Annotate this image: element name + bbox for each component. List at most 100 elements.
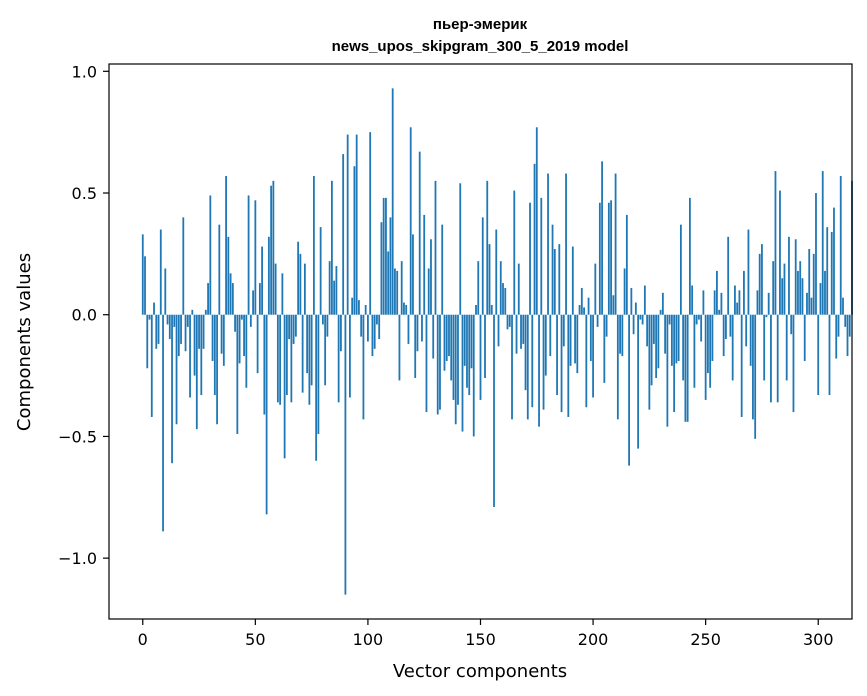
- bar: [835, 314, 838, 359]
- bar: [729, 314, 732, 337]
- bar: [655, 314, 658, 379]
- bar: [616, 314, 619, 420]
- bars-group: [141, 88, 853, 595]
- bar: [799, 261, 802, 315]
- bar: [592, 314, 594, 398]
- bar: [605, 314, 608, 337]
- bar: [740, 314, 743, 417]
- bar: [153, 302, 155, 315]
- x-tick-label: 150: [465, 630, 496, 649]
- chart-title-line1: пьер-эмерик: [433, 16, 528, 33]
- bar: [698, 314, 700, 320]
- bar: [614, 173, 617, 315]
- bar: [303, 263, 306, 315]
- bar: [531, 314, 534, 408]
- bar: [731, 314, 734, 381]
- bar: [162, 314, 164, 532]
- bar: [632, 314, 635, 335]
- x-tick-label: 200: [578, 630, 609, 649]
- bar: [583, 307, 585, 315]
- x-tick-label: 250: [690, 630, 721, 649]
- bar: [319, 227, 322, 315]
- bar: [526, 314, 529, 420]
- y-axis-label: Components values: [14, 253, 35, 431]
- bar: [297, 241, 300, 315]
- bar: [567, 314, 570, 417]
- bar: [797, 270, 799, 315]
- bar: [238, 314, 241, 364]
- bar: [677, 314, 680, 361]
- bar: [216, 314, 218, 425]
- bar: [227, 236, 230, 315]
- bar: [668, 314, 671, 325]
- x-axis-ticks: 0 50 100 150 200 250 300: [138, 619, 834, 649]
- bar: [720, 292, 723, 315]
- bar: [457, 314, 459, 405]
- bar: [150, 314, 153, 417]
- bar: [317, 314, 320, 434]
- bar: [781, 278, 784, 315]
- bar: [421, 314, 423, 342]
- bar: [508, 314, 511, 327]
- bar: [436, 314, 439, 415]
- bar: [193, 314, 196, 376]
- bar: [394, 268, 396, 315]
- bar: [506, 314, 509, 330]
- bar: [285, 314, 288, 396]
- bar: [695, 314, 698, 325]
- bar: [166, 314, 169, 325]
- bar: [490, 304, 493, 315]
- bar: [328, 261, 331, 315]
- bar: [342, 154, 345, 315]
- bar: [763, 314, 766, 381]
- bar: [367, 314, 369, 342]
- bar: [441, 224, 444, 315]
- bar: [184, 314, 187, 352]
- bar: [839, 175, 842, 315]
- bar: [189, 314, 191, 398]
- bar: [576, 314, 579, 374]
- bar: [601, 161, 603, 315]
- bar: [249, 314, 252, 327]
- bar: [776, 314, 779, 403]
- bar: [430, 239, 432, 315]
- y-tick-label: −0.5: [58, 427, 97, 446]
- bar: [211, 314, 214, 361]
- bar: [220, 314, 223, 354]
- bar: [389, 217, 392, 315]
- bar: [517, 263, 520, 315]
- x-tick-label: 0: [138, 630, 148, 649]
- bar: [585, 314, 588, 408]
- bar: [335, 266, 338, 315]
- bar: [643, 285, 646, 315]
- bar: [497, 314, 500, 347]
- bar: [484, 314, 486, 379]
- bar: [551, 224, 554, 315]
- bar: [713, 290, 716, 315]
- bar: [801, 278, 804, 315]
- bar: [736, 302, 739, 315]
- bar: [504, 287, 507, 315]
- bar: [686, 314, 689, 422]
- y-tick-label: 0.5: [72, 184, 97, 203]
- bar: [707, 314, 709, 374]
- y-axis-ticks: −1.0 −0.5 0.0 0.5 1.0: [58, 62, 109, 568]
- bar: [459, 183, 462, 315]
- bar: [477, 261, 480, 315]
- bar: [621, 314, 624, 357]
- bar: [141, 234, 144, 315]
- bar: [344, 314, 347, 595]
- bar: [792, 314, 795, 413]
- bar: [254, 200, 257, 315]
- bar: [200, 314, 203, 396]
- bar: [758, 253, 761, 315]
- bar: [637, 314, 640, 449]
- bar: [294, 314, 297, 337]
- bar: [774, 171, 777, 315]
- bar: [623, 268, 626, 315]
- bar: [218, 224, 221, 315]
- bar: [673, 314, 676, 413]
- bar: [376, 314, 378, 325]
- bar: [391, 88, 394, 315]
- bar: [349, 314, 351, 398]
